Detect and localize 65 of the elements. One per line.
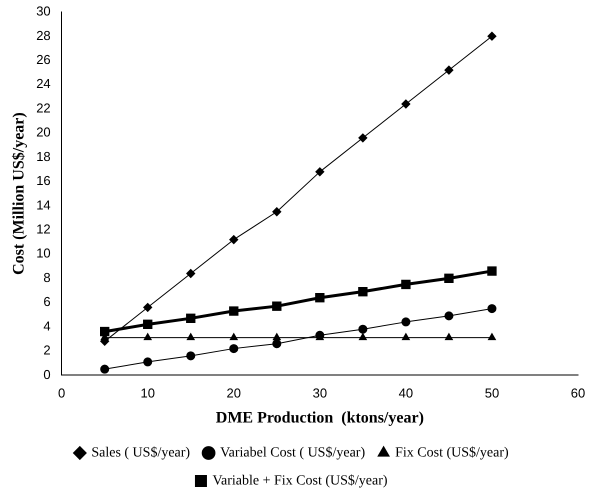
- y-tick-label: 22: [36, 100, 51, 116]
- y-tick-label: 28: [36, 28, 51, 43]
- point: [272, 207, 282, 216]
- point: [143, 357, 152, 366]
- point: [100, 326, 110, 336]
- point: [143, 320, 152, 330]
- point: [401, 280, 411, 290]
- point: [229, 235, 238, 244]
- point: [144, 333, 152, 340]
- point: [488, 333, 496, 340]
- y-tick-label: 10: [36, 246, 51, 261]
- point: [358, 324, 368, 334]
- x-tick-label: 60: [570, 386, 586, 401]
- legend-label: Fix Cost (US$/year): [395, 446, 509, 461]
- point: [444, 333, 453, 340]
- point: [402, 333, 410, 340]
- point: [272, 333, 281, 340]
- x-tick-label: 50: [484, 386, 500, 401]
- point: [401, 317, 410, 326]
- point: [487, 32, 496, 41]
- x-tick-label: 0: [58, 386, 66, 401]
- legend-label: Sales ( US$/year): [91, 446, 190, 461]
- point: [186, 351, 196, 360]
- y-tick-label: 6: [43, 294, 51, 310]
- y-tick-label: 2: [43, 342, 51, 358]
- point: [272, 302, 282, 311]
- y-tick-label: 20: [36, 124, 51, 140]
- x-tick-label: 30: [312, 386, 328, 401]
- legend-label: Variabel Cost ( US$/year): [220, 446, 366, 461]
- point: [143, 302, 152, 312]
- y-axis-title: Cost (Million US$/year): [10, 112, 28, 275]
- y-tick-label: 16: [36, 173, 51, 188]
- x-axis-title: DME Production (ktons/year): [216, 410, 424, 427]
- point: [272, 339, 282, 348]
- y-tick-label: 26: [36, 52, 51, 68]
- point: [315, 293, 325, 302]
- point: [444, 66, 454, 75]
- x-tick-label: 40: [398, 386, 414, 401]
- point: [230, 333, 238, 340]
- point: [358, 286, 368, 296]
- y-tick-label: 0: [43, 366, 51, 382]
- y-tick-label: 30: [36, 4, 51, 19]
- point: [186, 333, 195, 340]
- y-tick-label: 18: [36, 148, 51, 164]
- point: [186, 314, 196, 323]
- point: [358, 333, 367, 340]
- x-tick-label: 20: [226, 386, 242, 401]
- y-tick-label: 14: [36, 197, 51, 212]
- x-tick-label: 10: [140, 386, 155, 401]
- point: [100, 364, 110, 374]
- legend-label: Variable + Fix Cost (US$/year): [212, 474, 388, 489]
- point: [401, 100, 410, 109]
- point: [358, 133, 368, 142]
- point: [487, 266, 497, 276]
- point: [315, 167, 324, 176]
- y-tick-label: 8: [43, 270, 51, 285]
- point: [229, 344, 238, 354]
- point: [186, 269, 196, 278]
- y-tick-label: 24: [36, 76, 51, 92]
- point: [444, 274, 454, 284]
- point: [444, 311, 454, 320]
- point: [487, 304, 496, 314]
- y-tick-label: 4: [43, 318, 51, 334]
- y-tick-label: 12: [36, 222, 51, 236]
- point: [229, 306, 238, 316]
